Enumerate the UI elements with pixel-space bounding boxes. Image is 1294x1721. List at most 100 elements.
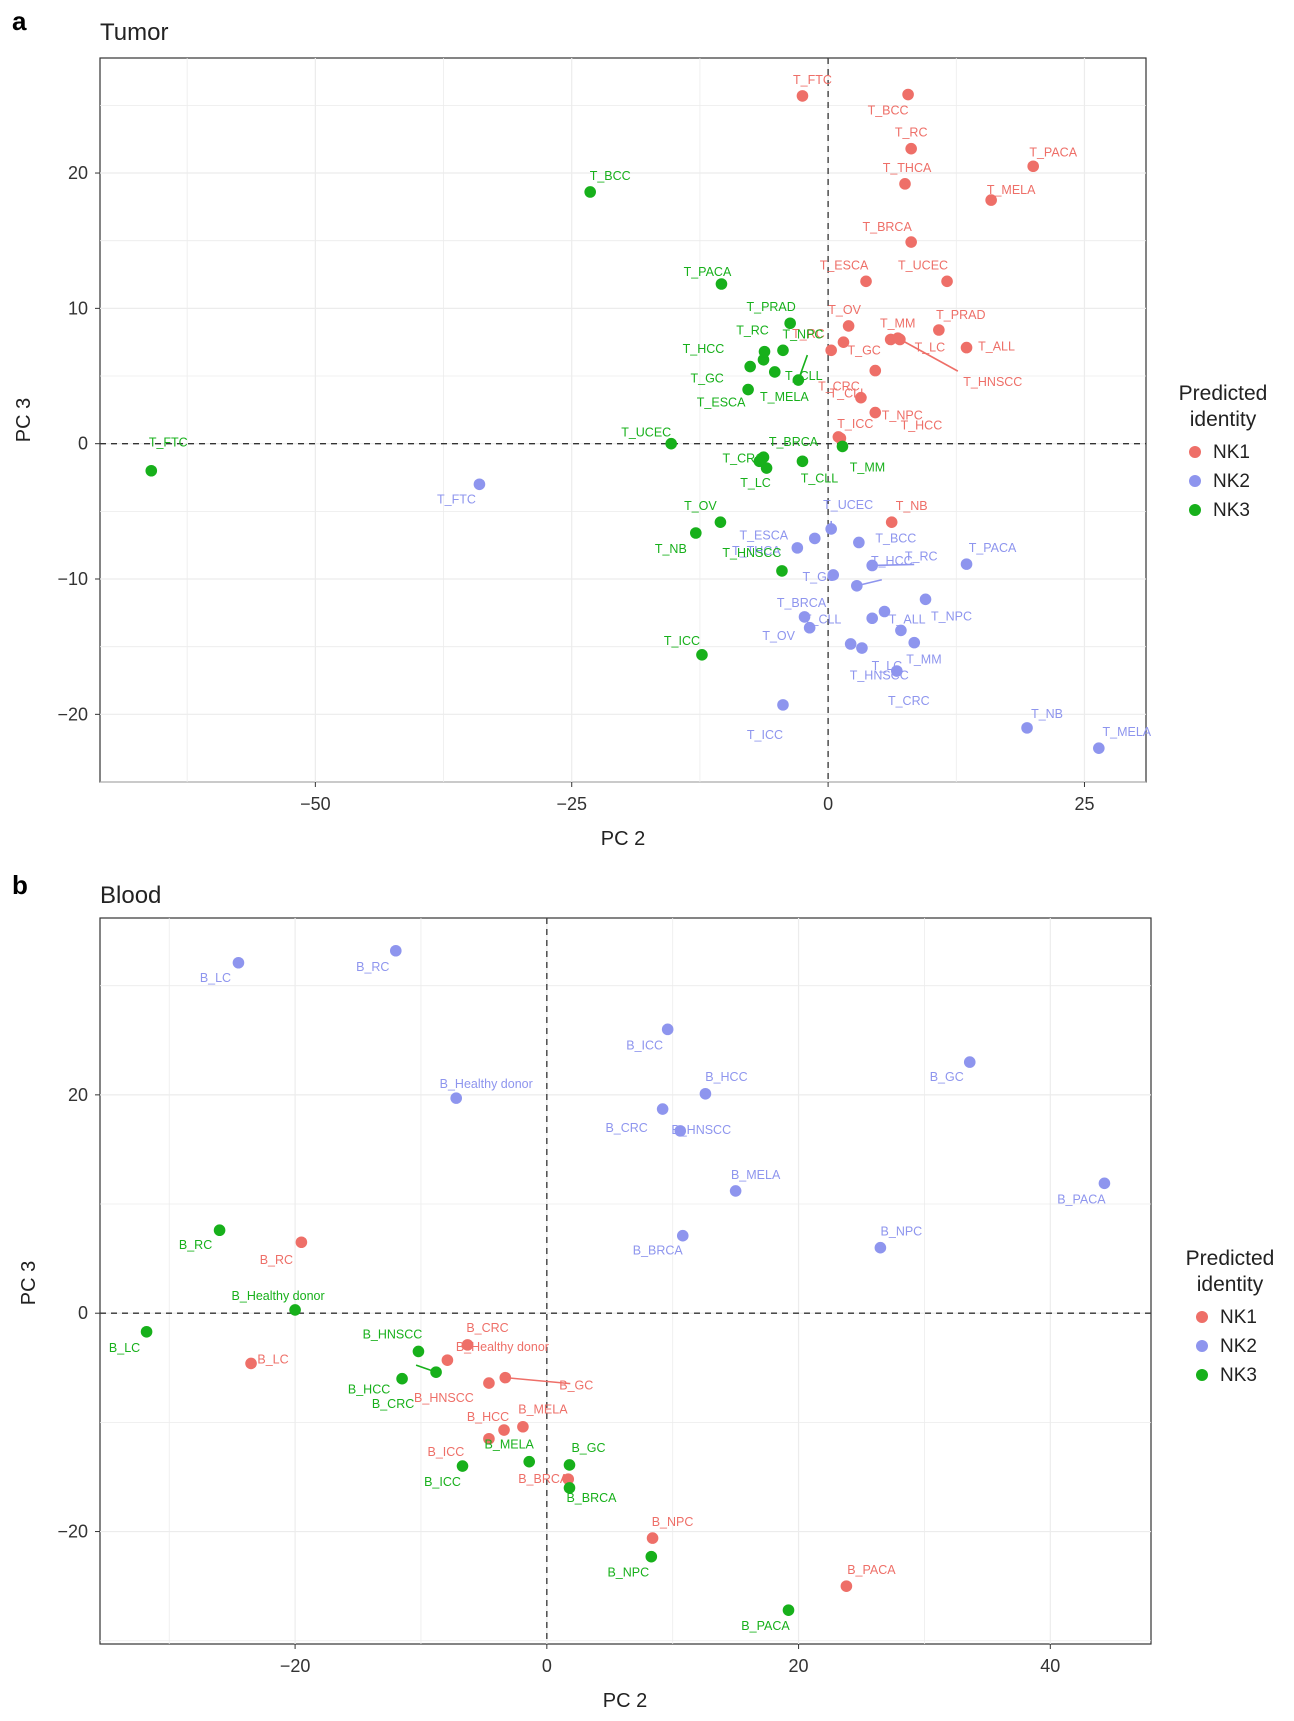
- data-point-label: T_CLL: [801, 471, 839, 485]
- data-point-nk1: [899, 178, 911, 190]
- data-point-nk2: [866, 612, 878, 625]
- data-point-nk3: [396, 1372, 408, 1385]
- data-point-label: T_CRC: [723, 451, 765, 465]
- data-point-label: B_GC: [571, 1441, 605, 1455]
- data-point-nk1: [985, 194, 997, 206]
- data-point-nk2: [389, 944, 402, 957]
- data-point-nk3: [784, 317, 796, 330]
- data-point-nk3: [645, 1550, 658, 1563]
- data-point-nk2: [808, 532, 821, 545]
- data-point-label: T_OV: [828, 303, 861, 317]
- data-point-nk1: [842, 320, 855, 332]
- plot-area-b: [99, 917, 1152, 1645]
- data-point-nk2: [661, 1023, 674, 1036]
- data-point-nk1: [869, 406, 882, 419]
- data-point-nk1: [498, 1424, 510, 1436]
- data-point-label: B_BRCA: [633, 1244, 684, 1258]
- data-point-nk1: [562, 1473, 575, 1485]
- data-point-nk3: [145, 464, 158, 477]
- data-point-label: T_OV: [684, 499, 717, 513]
- data-point-label: B_Healthy donor: [456, 1340, 549, 1354]
- data-point-nk3: [796, 455, 809, 468]
- data-point-nk1: [483, 1377, 495, 1389]
- data-point-nk2: [851, 579, 863, 592]
- data-point-label: B_LC: [200, 971, 231, 985]
- data-point-label: T_FTC: [793, 73, 832, 87]
- data-point-nk2: [674, 1125, 687, 1137]
- data-point-label: T_BCC: [590, 169, 631, 183]
- data-point-label: B_ICC: [428, 1445, 465, 1459]
- data-point-nk2: [878, 605, 891, 618]
- data-point-label: B_HCC: [348, 1383, 390, 1397]
- reference-lines-b: [100, 918, 1151, 1644]
- data-point-nk2: [827, 569, 840, 581]
- reference-lines-a: [100, 58, 1146, 782]
- data-point-nk2: [853, 536, 865, 549]
- legend-b: Predicted identity NK1 NK2 NK3: [1186, 1247, 1275, 1386]
- data-point-nk3: [140, 1325, 153, 1338]
- data-point-label: T_LC: [740, 476, 771, 490]
- data-point-label: B_HNSCC: [363, 1327, 423, 1341]
- x-tick-label: 0: [823, 794, 833, 814]
- data-point-nk2: [891, 665, 903, 677]
- data-point-nk2: [844, 638, 857, 650]
- y-tick-label: 0: [78, 1303, 88, 1323]
- data-point-nk2: [866, 559, 878, 572]
- data-point-label: T_FTC: [149, 436, 188, 450]
- legend-label-nk2: NK2: [1220, 1336, 1257, 1357]
- data-point-nk2: [963, 1056, 976, 1068]
- data-point-label: T_NPC: [931, 609, 972, 623]
- data-point-nk3: [792, 374, 805, 386]
- data-point-label: B_NPC: [607, 1566, 649, 1580]
- data-point-nk2: [676, 1229, 689, 1242]
- data-point-nk2: [1098, 1177, 1111, 1190]
- legend-label-nk3: NK3: [1213, 500, 1250, 521]
- y-tick-label: 10: [68, 298, 88, 318]
- data-point-label: T_ALL: [978, 340, 1015, 354]
- data-point-nk1: [960, 341, 973, 354]
- data-point-label: T_PACA: [969, 541, 1017, 555]
- legend-label-nk1: NK1: [1213, 442, 1250, 463]
- data-point-nk3: [776, 565, 788, 577]
- data-point-nk2: [874, 1241, 887, 1254]
- legend-swatch-nk2: [1189, 475, 1201, 487]
- data-point-label: T_MM: [880, 316, 915, 330]
- data-point-label: B_HNSCC: [671, 1123, 731, 1137]
- data-point-label: T_CLL: [804, 613, 842, 627]
- data-point-label: T_HNSCC: [722, 546, 781, 560]
- x-ticks-b: −20 0 20 40: [280, 1644, 1060, 1676]
- data-point-nk1: [869, 364, 882, 377]
- legend-title: Predicted: [1179, 382, 1268, 405]
- data-point-nk1: [295, 1236, 308, 1249]
- legend-swatch-nk1: [1189, 446, 1201, 458]
- data-point-label: B_CRC: [605, 1121, 647, 1135]
- x-tick-label: 25: [1074, 794, 1094, 814]
- data-point-label: B_LC: [257, 1352, 288, 1366]
- data-point-label: T_ICC: [747, 728, 783, 742]
- data-point-nk1: [941, 275, 953, 288]
- points-b: B_RC B_LC B_CRC B_Healthy donor B_HNSCC B_GC B…: [109, 944, 1111, 1633]
- data-point-nk3: [563, 1482, 576, 1494]
- data-point-label: T_NPC: [882, 409, 923, 423]
- legend-label-nk2: NK2: [1213, 471, 1250, 492]
- data-point-label: T_CRC: [818, 380, 860, 394]
- data-point-nk3: [768, 366, 781, 378]
- x-tick-label: 20: [789, 1656, 809, 1676]
- data-point-nk2: [791, 542, 804, 554]
- data-point-nk3: [760, 462, 773, 474]
- data-point-label: T_GC: [848, 343, 881, 357]
- data-point-nk3: [744, 360, 756, 373]
- data-point-label: T_MELA: [760, 390, 809, 404]
- legend-title: Predicted: [1186, 1247, 1275, 1270]
- data-point-label: B_CRC: [372, 1397, 414, 1411]
- data-point-nk2: [908, 636, 921, 649]
- data-point-nk2: [473, 478, 486, 491]
- data-point-label: T_NB: [1031, 707, 1063, 721]
- data-point-label: B_RC: [179, 1238, 212, 1252]
- data-point-nk1: [892, 332, 904, 344]
- data-point-label: B_PACA: [847, 1563, 896, 1577]
- data-point-nk2: [1021, 722, 1033, 734]
- data-point-nk1: [499, 1371, 512, 1384]
- data-point-label: B_BRCA: [518, 1472, 569, 1486]
